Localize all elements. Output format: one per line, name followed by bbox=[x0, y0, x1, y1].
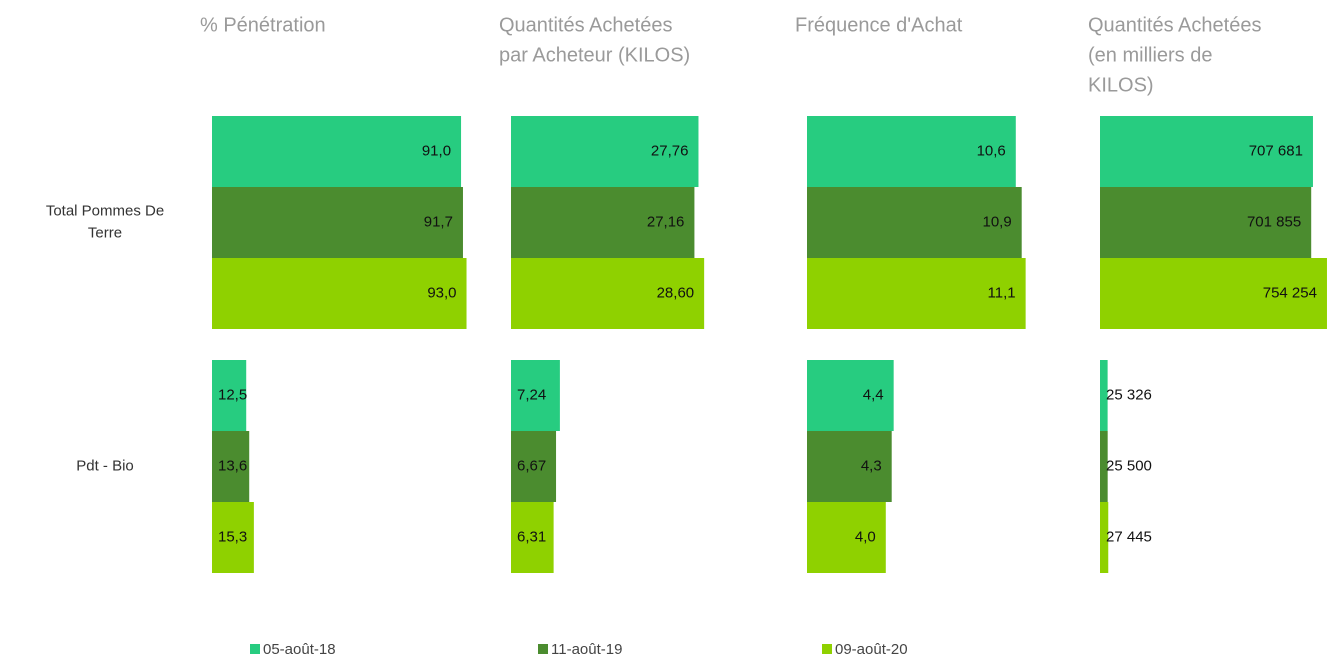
value-label: 10,9 bbox=[982, 213, 1011, 230]
value-label: 25 500 bbox=[1106, 457, 1152, 474]
value-label: 12,5 bbox=[218, 386, 247, 403]
bar bbox=[807, 187, 1022, 258]
value-label: 4,3 bbox=[861, 457, 882, 474]
bar bbox=[1100, 431, 1108, 502]
panel-title: Quantités Achetées bbox=[1088, 14, 1261, 36]
legend-swatch bbox=[250, 644, 260, 654]
bar bbox=[807, 258, 1026, 329]
bar bbox=[212, 258, 467, 329]
value-label: 91,0 bbox=[422, 142, 451, 159]
bar bbox=[212, 187, 463, 258]
bar bbox=[1100, 187, 1312, 258]
bar bbox=[807, 360, 894, 431]
value-label: 7,24 bbox=[517, 386, 546, 403]
bar bbox=[212, 502, 254, 573]
category-label: Total Pommes De bbox=[46, 202, 164, 219]
value-label: 6,67 bbox=[517, 457, 546, 474]
legend-swatch bbox=[538, 644, 548, 654]
bar bbox=[212, 431, 250, 502]
value-label: 91,7 bbox=[424, 213, 453, 230]
bar bbox=[511, 187, 695, 258]
bar bbox=[807, 502, 886, 573]
value-label: 6,31 bbox=[517, 528, 546, 545]
legend-swatch bbox=[822, 644, 832, 654]
value-label: 11,1 bbox=[988, 284, 1016, 301]
value-label: 10,6 bbox=[977, 142, 1006, 159]
panel-title: par Acheteur (KILOS) bbox=[499, 44, 690, 66]
panel-title: (en milliers de bbox=[1088, 44, 1212, 66]
bar bbox=[807, 116, 1016, 187]
legend-label: 05-août-18 bbox=[263, 641, 336, 658]
panel-title: Fréquence d'Achat bbox=[795, 14, 963, 36]
panel-title: Quantités Achetées bbox=[499, 14, 672, 36]
bar bbox=[511, 258, 705, 329]
legend-label: 11-août-19 bbox=[551, 641, 622, 658]
value-label: 15,3 bbox=[218, 528, 247, 545]
bar bbox=[1100, 258, 1327, 329]
bar bbox=[212, 116, 462, 187]
value-label: 27,76 bbox=[651, 142, 689, 159]
value-label: 25 326 bbox=[1106, 386, 1152, 403]
bar bbox=[511, 116, 699, 187]
value-label: 4,4 bbox=[863, 386, 884, 403]
value-label: 27 445 bbox=[1106, 528, 1152, 545]
legend-label: 09-août-20 bbox=[835, 641, 908, 658]
value-label: 13,6 bbox=[218, 457, 247, 474]
value-label: 754 254 bbox=[1263, 284, 1317, 301]
bar bbox=[212, 360, 247, 431]
bar bbox=[807, 431, 892, 502]
panel-title: % Pénétration bbox=[200, 14, 326, 36]
category-label: Pdt - Bio bbox=[76, 457, 134, 474]
bar bbox=[1100, 502, 1109, 573]
value-label: 4,0 bbox=[855, 528, 876, 545]
value-label: 93,0 bbox=[427, 284, 456, 301]
bar bbox=[1100, 116, 1313, 187]
bar bbox=[511, 502, 554, 573]
value-label: 707 681 bbox=[1249, 142, 1303, 159]
bar bbox=[511, 360, 560, 431]
bar bbox=[511, 431, 557, 502]
bar bbox=[1100, 360, 1108, 431]
value-label: 701 855 bbox=[1247, 213, 1301, 230]
category-label: Terre bbox=[88, 224, 122, 241]
value-label: 28,60 bbox=[657, 284, 695, 301]
panel-title: KILOS) bbox=[1088, 74, 1154, 96]
value-label: 27,16 bbox=[647, 213, 685, 230]
